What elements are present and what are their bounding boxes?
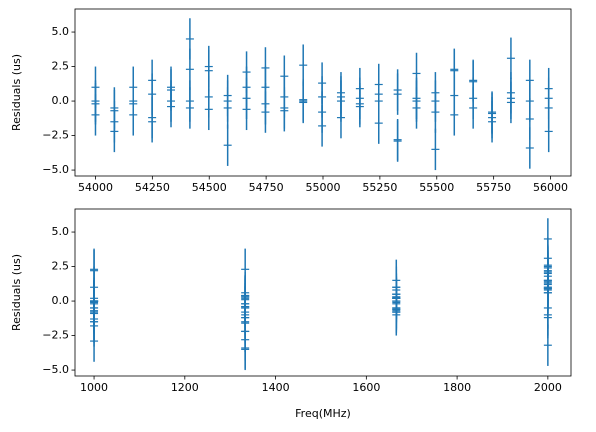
y-tick-label: 0.0 [52,94,70,107]
x-tick-label: 55250 [362,181,397,194]
y-tick-label: 5.0 [52,225,70,238]
y-axis-label: Residuals (us) [10,54,23,131]
y-tick-label: 5.0 [52,25,70,38]
axes-background [75,9,571,176]
x-tick-label: 54250 [135,181,170,194]
x-tick-label: 55000 [306,181,341,194]
x-tick-label: 1400 [262,381,290,394]
x-tick-label: 1800 [443,381,471,394]
x-tick-label: 2000 [534,381,562,394]
y-tick-label: 0.0 [52,294,70,307]
x-tick-label: 1000 [80,381,108,394]
axes-background [75,209,571,376]
x-tick-label: 54750 [249,181,284,194]
x-axis-label: Freq(MHz) [295,407,351,420]
x-tick-label: 1200 [171,381,199,394]
y-tick-label: −5.0 [42,363,69,376]
y-tick-label: −2.5 [42,129,69,142]
x-tick-label: 1600 [352,381,380,394]
y-tick-label: −5.0 [42,163,69,176]
y-axis-label: Residuals (us) [10,254,23,331]
axes-frame [74,208,572,377]
y-tick-label: 2.5 [52,260,70,273]
axes-frame [74,8,572,177]
x-tick-label: 55750 [476,181,511,194]
y-tick-label: −2.5 [42,329,69,342]
x-tick-label: 54500 [192,181,227,194]
x-tick-label: 54000 [78,181,113,194]
x-tick-label: 56000 [533,181,568,194]
y-tick-label: 2.5 [52,60,70,73]
x-tick-label: 55500 [419,181,454,194]
